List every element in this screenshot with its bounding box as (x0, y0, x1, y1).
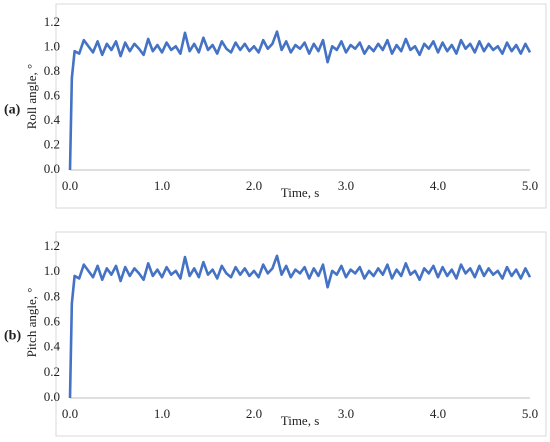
x-tick-label: 5.0 (522, 406, 538, 421)
y-axis-label: Pitch angle, ° (24, 288, 39, 358)
y-tick-label: 1.2 (44, 238, 60, 253)
x-axis-label: Time, s (281, 413, 320, 428)
y-tick-label: 0.2 (44, 364, 60, 379)
y-tick-label: 0.8 (44, 288, 60, 303)
y-tick-label: 0.6 (44, 87, 61, 102)
x-tick-label: 2.0 (246, 406, 262, 421)
y-tick-label: 1.0 (44, 38, 60, 53)
y-tick-label: 1.0 (44, 263, 60, 278)
panel-frame (55, 3, 547, 209)
x-tick-label: 0.0 (62, 178, 78, 193)
x-axis-label: Time, s (281, 185, 320, 200)
x-tick-label: 4.0 (430, 406, 446, 421)
panel-frame (55, 231, 547, 437)
x-tick-label: 5.0 (522, 178, 538, 193)
y-tick-label: 0.4 (44, 339, 61, 354)
panel-label: (a) (4, 103, 21, 118)
data-line (68, 254, 532, 399)
y-tick-label: 0.6 (44, 313, 61, 328)
y-tick-label: 0.4 (44, 112, 61, 127)
y-tick-label: 0.2 (44, 136, 60, 151)
y-axis-label: Roll angle, ° (24, 64, 39, 130)
x-tick-label: 0.0 (62, 406, 78, 421)
y-tick-label: 0.8 (44, 63, 60, 78)
x-tick-label: 2.0 (246, 178, 262, 193)
x-tick-label: 4.0 (430, 178, 446, 193)
x-tick-label: 1.0 (154, 406, 170, 421)
data-line (68, 30, 532, 171)
panel-label: (b) (4, 329, 21, 344)
y-tick-label: 0.0 (44, 161, 60, 176)
x-tick-label: 3.0 (338, 406, 354, 421)
x-tick-label: 1.0 (154, 178, 170, 193)
y-tick-label: 0.0 (44, 389, 60, 404)
x-tick-label: 3.0 (338, 178, 354, 193)
y-tick-label: 1.2 (44, 14, 60, 29)
